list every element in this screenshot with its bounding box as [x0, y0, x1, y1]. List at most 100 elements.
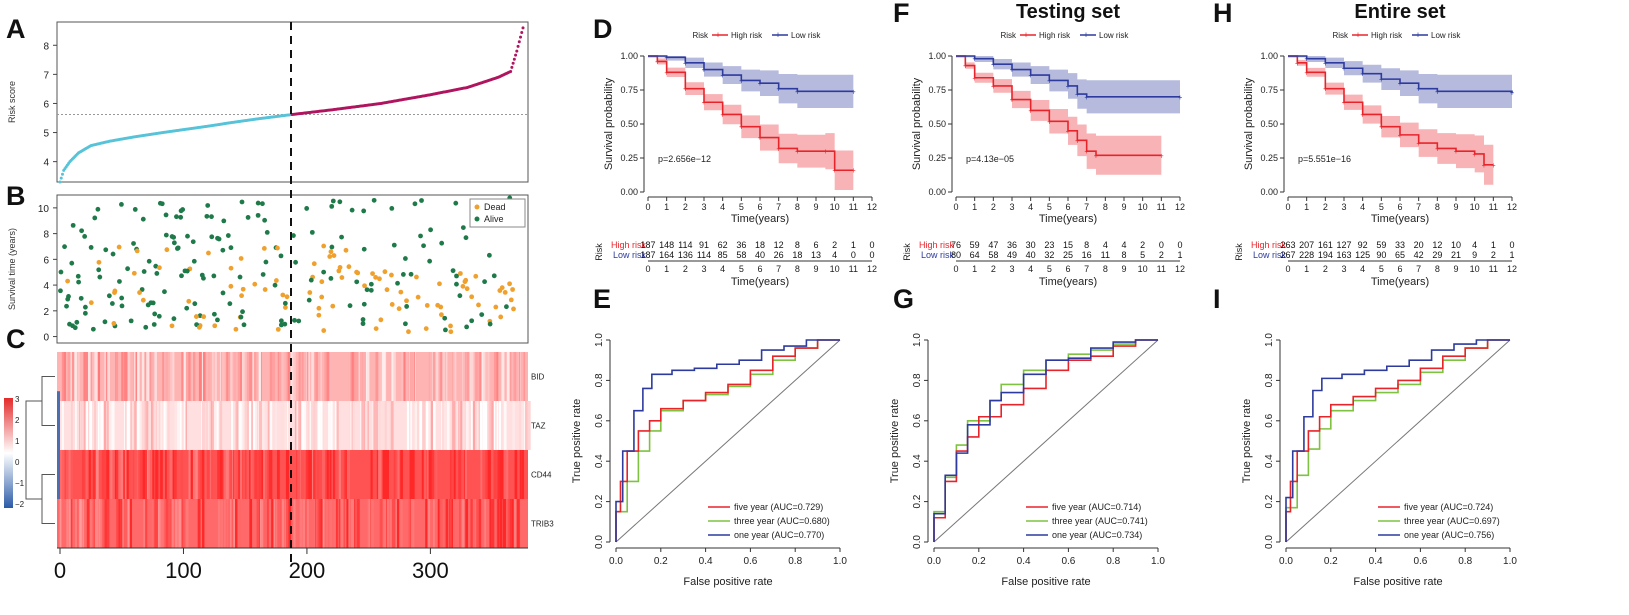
heatmap-cell [253, 401, 255, 450]
gene-label-bid: BID [531, 373, 545, 382]
heatmap-cell [326, 352, 330, 401]
heatmap-cell [472, 352, 476, 401]
risk-point [510, 65, 514, 69]
risk-table-tick-label: 8 [1435, 264, 1440, 274]
dead-point [508, 297, 514, 303]
three-year-roc-line [1285, 339, 1510, 542]
alive-point [178, 208, 184, 214]
heatmap-cell [505, 450, 509, 499]
dead-point [398, 289, 404, 295]
dead-point [96, 259, 102, 265]
heatmap-cell [148, 450, 151, 499]
heatmap-cell [293, 499, 296, 548]
y-tick-label: 0.50 [620, 119, 638, 129]
dead-point [321, 243, 327, 249]
heatmap-cell [502, 499, 506, 548]
heatmap-cell [104, 352, 107, 401]
censor-mark: + [1510, 89, 1515, 98]
censor-mark: + [720, 71, 725, 80]
heatmap-cell [267, 499, 269, 548]
risk-count: 0 [1177, 240, 1182, 250]
risk-table-title: Risk [1234, 243, 1244, 261]
heatmap-cell [445, 352, 448, 401]
heatmap-cell [419, 401, 423, 450]
heatmap-cell [172, 499, 174, 548]
heatmap-cell [166, 499, 169, 548]
alive-point [156, 313, 162, 319]
heatmap-cell [480, 450, 483, 499]
heatmap-cell [510, 352, 513, 401]
risk-count: 33 [1395, 240, 1405, 250]
risk-count: 8 [795, 240, 800, 250]
heatmap-cell [313, 352, 316, 401]
heatmap-cell [248, 450, 251, 499]
alive-point [82, 310, 88, 316]
x-tick-label: 4 [720, 202, 725, 212]
risk-count: 1 [1177, 250, 1182, 260]
y-tick-label: 0.00 [1260, 187, 1278, 197]
heatmap-cell [452, 352, 455, 401]
alive-point [339, 234, 344, 240]
heatmap-cell [493, 401, 496, 450]
dead-point [378, 317, 384, 323]
alive-point [402, 321, 408, 327]
alive-point [88, 245, 94, 250]
heatmap-cell [397, 450, 400, 499]
heatmap-cell [213, 352, 216, 401]
y-tick-label: 0.2 [912, 494, 923, 508]
heatmap-cell [333, 499, 336, 548]
heatmap-cell [146, 401, 149, 450]
alive-point [79, 228, 85, 234]
censor-mark: + [1084, 147, 1089, 156]
heatmap-cell [316, 450, 320, 499]
alive-point [97, 274, 103, 280]
heatmap-cell [428, 401, 431, 450]
heatmap-cell [204, 450, 208, 499]
heatmap-cell [298, 352, 301, 401]
dead-point [137, 290, 142, 295]
heatmap-cell [242, 352, 245, 401]
alive-point [209, 234, 215, 240]
dead-point [316, 305, 322, 311]
risk-legend: Risk + High risk + Low risk [1332, 30, 1461, 40]
x-tick-label: 2 [991, 202, 996, 212]
heatmap-cell [281, 401, 284, 450]
heatmap-cell [188, 450, 191, 499]
alive-point [75, 273, 81, 279]
heatmap-cell [484, 499, 487, 548]
heatmap-cell [446, 401, 450, 450]
risk-count: 136 [678, 250, 693, 260]
alive-point [184, 305, 190, 311]
risk-count: 267 [1280, 250, 1295, 260]
heatmap-cell [458, 450, 462, 499]
x-tick-label: 12 [867, 202, 877, 212]
heatmap-cell [242, 401, 245, 450]
panel-c-heatmap: BID TAZ CD44 TRIB3 3 2 1 0 −1 −2 0 100 200 300 [4, 352, 554, 583]
risk-count: 92 [1358, 240, 1368, 250]
heatmap-cell [154, 352, 157, 401]
heatmap-cell [127, 499, 130, 548]
x-tick-label: 0.4 [699, 556, 713, 567]
dead-point [476, 302, 481, 308]
risk-count: 125 [1355, 250, 1370, 260]
heatmap-cell [168, 450, 170, 499]
alive-point [418, 233, 423, 239]
y-tick-label: 0.75 [1260, 85, 1278, 95]
heatmap-cell [449, 499, 451, 548]
alive-point [143, 324, 149, 330]
heatmap-cell [258, 352, 261, 401]
legend-label: one year (AUC=0.756) [1404, 530, 1494, 540]
risk-count: 80 [951, 250, 961, 260]
alive-point [119, 295, 125, 301]
heatmap-cell [348, 499, 351, 548]
heatmap-cell [393, 499, 396, 548]
heatmap-cell [475, 352, 478, 401]
alive-point [58, 269, 64, 275]
dead-point [384, 287, 390, 293]
alive-point [260, 201, 265, 207]
heatmap-cell [177, 401, 179, 450]
risk-table-tick-label: 12 [1507, 264, 1517, 274]
y-tick-label: 0.75 [620, 85, 638, 95]
heatmap-cell [143, 499, 146, 548]
heatmap-cell [305, 352, 308, 401]
